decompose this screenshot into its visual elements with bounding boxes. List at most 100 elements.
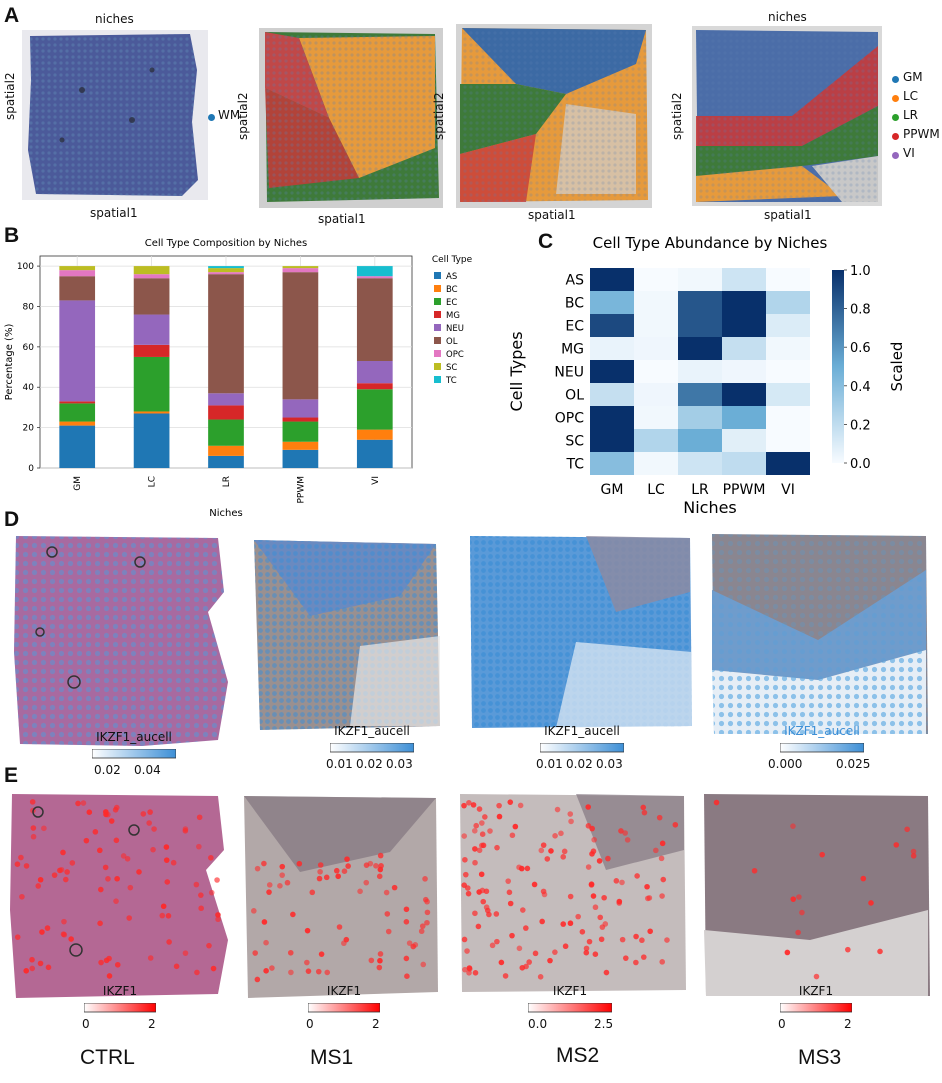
- expression-spot: [315, 968, 322, 975]
- expression-spot: [483, 904, 490, 911]
- expression-spot: [893, 842, 900, 848]
- bar-segment-sc: [282, 266, 319, 269]
- expression-spot: [383, 889, 390, 896]
- expression-spot: [645, 895, 651, 902]
- d-colorbar-3-tick: 0.03: [596, 757, 623, 771]
- expression-spot: [512, 823, 519, 830]
- expression-spot: [464, 885, 471, 891]
- expression-spot: [403, 906, 410, 913]
- expression-spot: [269, 965, 275, 971]
- expression-spot: [424, 919, 430, 926]
- bar-segment-opc: [59, 270, 96, 277]
- expression-spot: [98, 959, 104, 966]
- expression-spot: [106, 973, 113, 979]
- expression-spot: [304, 927, 311, 934]
- bar-legend-label: EC: [446, 298, 457, 308]
- expression-spot: [126, 915, 133, 921]
- expression-spot: [287, 949, 294, 956]
- expression-spot: [531, 881, 538, 888]
- expression-spot: [406, 940, 413, 946]
- heatmap-ytick-label: TC: [565, 457, 584, 473]
- legend-a4-marker: [892, 133, 899, 140]
- expression-spot: [567, 893, 574, 900]
- expression-spot: [147, 955, 154, 961]
- expression-spot: [472, 970, 479, 976]
- heatmap-xtick-label: VI: [781, 482, 795, 498]
- heatmap-cell: [590, 406, 634, 429]
- panel-label-d: D: [4, 508, 20, 531]
- d-colorbar-2: IKZF1_aucell 0.01 0.02 0.03: [312, 724, 432, 773]
- bar-segment-ol: [59, 276, 96, 301]
- panel-a4-xlabel: spatial1: [764, 208, 812, 222]
- expression-spot: [540, 842, 547, 848]
- e-colorbar-3: IKZF1 0.0 2.5: [510, 984, 630, 1033]
- heatmap-cell: [634, 383, 678, 406]
- expression-spot: [317, 868, 323, 875]
- heatmap-cell: [678, 406, 722, 429]
- expression-spot: [114, 875, 120, 882]
- expression-spot: [845, 946, 851, 953]
- expression-spot: [479, 831, 486, 837]
- expression-spot: [196, 843, 202, 850]
- expression-spot: [30, 833, 37, 840]
- e-colorbar-1-label: IKZF1: [102, 984, 138, 998]
- expression-spot: [796, 894, 802, 900]
- expression-spot: [640, 954, 647, 960]
- heatmap-cell: [634, 268, 678, 291]
- expression-spot: [160, 903, 167, 910]
- expression-spot: [403, 955, 410, 962]
- panel-a3-xlabel: spatial1: [528, 208, 576, 222]
- bar-legend-swatch: [434, 272, 441, 279]
- expression-spot: [279, 863, 286, 870]
- expression-spot: [494, 938, 500, 945]
- d-colorbar-1-tick: 0.02: [94, 763, 121, 777]
- bar-legend-label: AS: [446, 272, 457, 282]
- legend-a4-marker: [892, 95, 899, 102]
- bar-legend-swatch: [434, 298, 441, 305]
- expression-spot: [472, 846, 478, 852]
- heatmap-xtick-label: LR: [691, 482, 709, 498]
- expression-spot: [341, 940, 347, 947]
- bar-segment-mg: [133, 344, 170, 357]
- bar-legend-label: OPC: [446, 350, 464, 360]
- expression-spot: [647, 928, 653, 935]
- expression-spot: [583, 949, 590, 956]
- expression-spot: [656, 814, 663, 821]
- heatmap-cell: [678, 314, 722, 337]
- expression-spot: [640, 804, 647, 811]
- bar-segment-opc: [356, 276, 393, 279]
- heatmap-cell: [678, 429, 722, 452]
- expression-spot: [868, 900, 874, 906]
- e-colorbar-4-tick: 2: [844, 1017, 852, 1031]
- bar-segment-bc: [282, 441, 319, 450]
- bar-segment-ol: [208, 274, 244, 394]
- expression-spot: [305, 968, 312, 974]
- d-colorbar-2-tick: 0.02: [356, 757, 383, 771]
- bar-segment-bc: [59, 421, 96, 426]
- expression-spot: [124, 855, 131, 862]
- heatmap-cell: [722, 429, 766, 452]
- expression-spot: [344, 856, 350, 862]
- expression-spot: [86, 809, 93, 815]
- expression-spot: [641, 809, 648, 816]
- tissue-a1-ctrl: [22, 30, 208, 200]
- panel-label-a: A: [4, 4, 20, 27]
- expression-spot: [505, 878, 511, 884]
- expression-spot: [910, 848, 917, 855]
- bar-segment-bc: [208, 445, 244, 456]
- bar-legend-label: BC: [446, 285, 458, 295]
- expression-spot: [377, 852, 384, 859]
- expression-spot: [68, 936, 74, 942]
- expression-spot: [509, 832, 516, 839]
- expression-spot: [159, 912, 166, 919]
- expression-spot: [560, 921, 567, 927]
- expression-spot: [103, 809, 109, 815]
- expression-spot: [585, 864, 592, 870]
- bar-segment-ol: [356, 278, 393, 361]
- heatmap-colorbar-tick-label: 1.0: [850, 264, 871, 279]
- heatmap-cell: [634, 429, 678, 452]
- heatmap-cell: [590, 268, 634, 291]
- expression-spot: [751, 867, 758, 874]
- expression-spot: [494, 844, 500, 851]
- heatmap-cell: [722, 360, 766, 383]
